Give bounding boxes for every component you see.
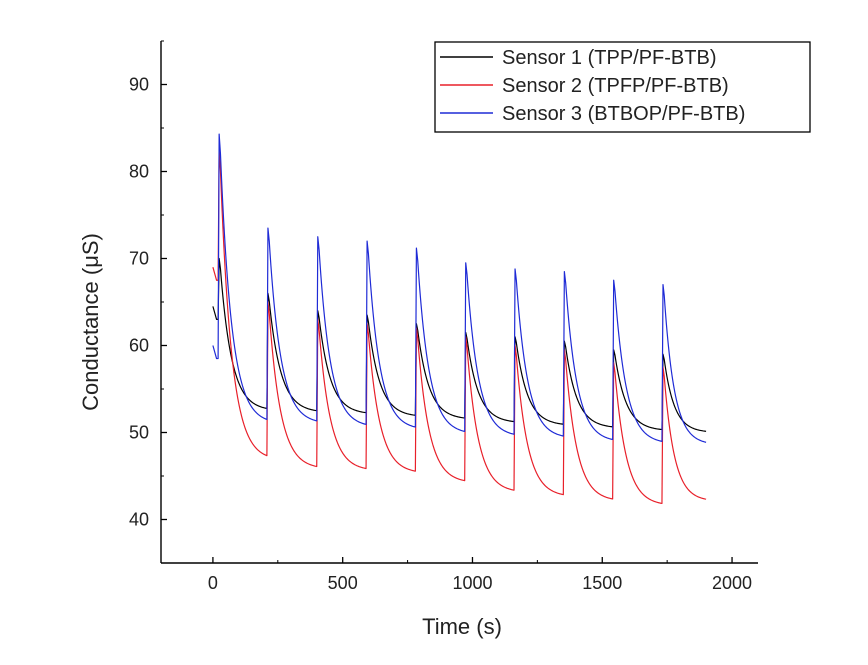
y-tick-label: 90 [129, 75, 149, 95]
series-layer [212, 133, 707, 505]
legend-label-2: Sensor 2 (TPFP/PF-BTB) [502, 75, 729, 97]
y-axis-title: Conductance (μS) [78, 233, 103, 411]
x-tick-label: 1500 [582, 573, 622, 593]
y-tick-label: 60 [129, 336, 149, 356]
y-tick-label: 80 [129, 162, 149, 182]
y-tick-label: 70 [129, 249, 149, 269]
x-tick-label: 500 [328, 573, 358, 593]
x-tick-label: 2000 [712, 573, 752, 593]
x-tick-label: 0 [208, 573, 218, 593]
legend-label-1: Sensor 1 (TPP/PF-BTB) [502, 47, 717, 69]
series-line-3 [212, 133, 707, 443]
axes-layer: 40 50 60 70 80 90 0 500 1000 1500 2000 [129, 40, 758, 593]
legend-label-3: Sensor 3 (BTBOP/PF-BTB) [502, 103, 745, 125]
x-tick-label: 1000 [452, 573, 492, 593]
legend: Sensor 1 (TPP/PF-BTB) Sensor 2 (TPFP/PF-B… [434, 41, 811, 133]
x-axis-title: Time (s) [422, 614, 502, 639]
series-line-1 [212, 257, 707, 432]
legend-box [434, 41, 811, 133]
series-line-2 [212, 149, 707, 505]
y-tick-label: 50 [129, 423, 149, 443]
y-tick-label: 40 [129, 510, 149, 530]
